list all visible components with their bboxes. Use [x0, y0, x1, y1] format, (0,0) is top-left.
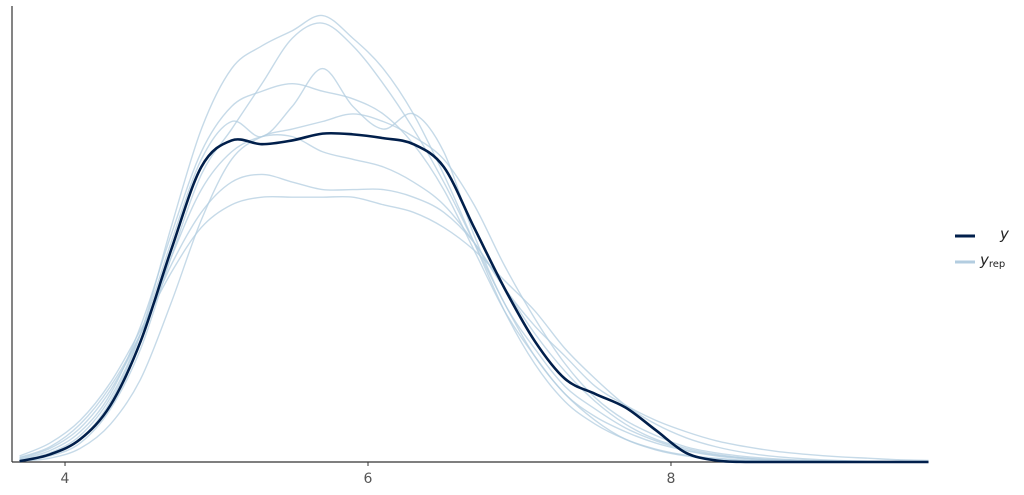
yrep-curve — [19, 134, 929, 462]
yrep-curve — [19, 82, 929, 463]
x-tick-label: 6 — [364, 471, 373, 487]
y-curve — [19, 131, 929, 464]
yrep-curve — [19, 67, 929, 463]
legend-subscript: rep — [989, 259, 1005, 270]
x-axis: 4 6 8 — [61, 462, 676, 487]
yrep-curve — [19, 195, 929, 463]
legend-label: y — [999, 225, 1010, 243]
legend-name: y — [979, 251, 990, 269]
yrep-curve — [19, 14, 929, 463]
legend-label: yrep — [979, 251, 1005, 271]
x-tick-label: 4 — [61, 471, 70, 487]
yrep-curve — [19, 173, 929, 463]
x-tick-label: 8 — [667, 471, 676, 487]
curves — [19, 14, 929, 464]
legend-name: y — [999, 225, 1010, 243]
yrep-curve — [19, 113, 929, 463]
